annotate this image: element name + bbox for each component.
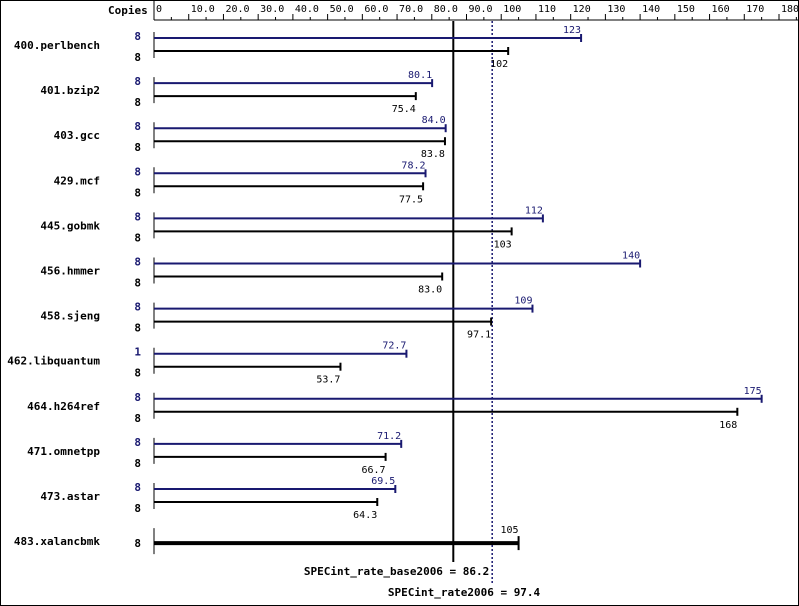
base-value-label: 102	[490, 59, 508, 70]
tick-label: 10.0	[191, 4, 215, 15]
base-copies: 8	[134, 537, 141, 550]
tick-label: 180	[781, 4, 799, 15]
benchmark-label: 400.perlbench	[14, 39, 100, 52]
tick-label: 140	[642, 4, 660, 15]
peak-value-label: 84.0	[422, 115, 446, 126]
benchmark-label: 462.libquantum	[7, 355, 100, 368]
base-copies: 8	[134, 231, 141, 244]
peak-copies: 8	[134, 210, 141, 223]
peak-copies: 1	[134, 346, 141, 359]
base-value-label: 75.4	[392, 104, 416, 115]
base-value-label: 83.8	[421, 149, 445, 160]
peak-value-label: 140	[622, 251, 640, 262]
peak-value-label: 112	[525, 205, 543, 216]
peak-copies: 8	[134, 120, 141, 133]
peak-value-label: 109	[514, 296, 532, 307]
base-copies: 8	[134, 277, 141, 290]
peak-value-label: 78.2	[401, 160, 425, 171]
tick-label: 90.0	[469, 4, 493, 15]
base-value-label: 77.5	[399, 194, 423, 205]
tick-label: 20.0	[225, 4, 249, 15]
benchmark-label: 401.bzip2	[40, 84, 100, 97]
peak-copies: 8	[134, 481, 141, 494]
base-copies: 8	[134, 141, 141, 154]
benchmark-label: 464.h264ref	[27, 400, 100, 413]
base-value-label: 64.3	[353, 510, 377, 521]
peak-reference-label: SPECint_rate2006 = 97.4	[388, 586, 541, 599]
copies-header: Copies	[108, 4, 148, 17]
peak-value-label: 175	[744, 386, 762, 397]
peak-copies: 8	[134, 391, 141, 404]
base-value-label: 97.1	[467, 330, 491, 341]
benchmark-label: 429.mcf	[54, 174, 100, 187]
peak-copies: 8	[134, 301, 141, 314]
tick-label: 50.0	[330, 4, 354, 15]
peak-copies: 8	[134, 30, 141, 43]
base-value-label: 53.7	[316, 375, 340, 386]
benchmark-label: 403.gcc	[54, 129, 100, 142]
peak-copies: 8	[134, 436, 141, 449]
base-copies: 8	[134, 502, 141, 515]
peak-value-label: 69.5	[371, 476, 395, 487]
base-copies: 8	[134, 367, 141, 380]
tick-label: 0	[156, 4, 162, 15]
peak-copies: 8	[134, 256, 141, 269]
tick-label: 160	[712, 4, 730, 15]
base-copies: 8	[134, 412, 141, 425]
benchmark-label: 483.xalancbmk	[14, 535, 100, 548]
tick-label: 80.0	[434, 4, 458, 15]
base-value-label: 168	[719, 420, 737, 431]
base-reference-label: SPECint_rate_base2006 = 86.2	[304, 565, 489, 578]
tick-label: 40.0	[295, 4, 319, 15]
benchmark-label: 471.omnetpp	[27, 445, 100, 458]
tick-label: 170	[746, 4, 764, 15]
base-value-label: 83.0	[418, 285, 442, 296]
base-value-label: 105	[501, 525, 519, 536]
peak-copies: 8	[134, 165, 141, 178]
base-copies: 8	[134, 51, 141, 64]
base-value-label: 66.7	[362, 465, 386, 476]
base-copies: 8	[134, 186, 141, 199]
peak-copies: 8	[134, 75, 141, 88]
benchmark-label: 473.astar	[40, 490, 100, 503]
base-copies: 8	[134, 322, 141, 335]
tick-label: 60.0	[364, 4, 388, 15]
base-copies: 8	[134, 96, 141, 109]
benchmark-label: 445.gobmk	[40, 219, 100, 232]
peak-value-label: 72.7	[382, 341, 406, 352]
base-value-label: 103	[494, 239, 512, 250]
tick-label: 130	[607, 4, 625, 15]
tick-label: 150	[677, 4, 695, 15]
peak-value-label: 123	[563, 25, 581, 36]
tick-label: 120	[573, 4, 591, 15]
tick-label: 110	[538, 4, 556, 15]
base-copies: 8	[134, 457, 141, 470]
benchmark-label: 458.sjeng	[40, 310, 100, 323]
tick-label: 70.0	[399, 4, 423, 15]
peak-value-label: 71.2	[377, 431, 401, 442]
tick-label: 30.0	[260, 4, 284, 15]
benchmark-label: 456.hmmer	[40, 265, 100, 278]
tick-label: 100	[503, 4, 521, 15]
peak-value-label: 80.1	[408, 70, 432, 81]
